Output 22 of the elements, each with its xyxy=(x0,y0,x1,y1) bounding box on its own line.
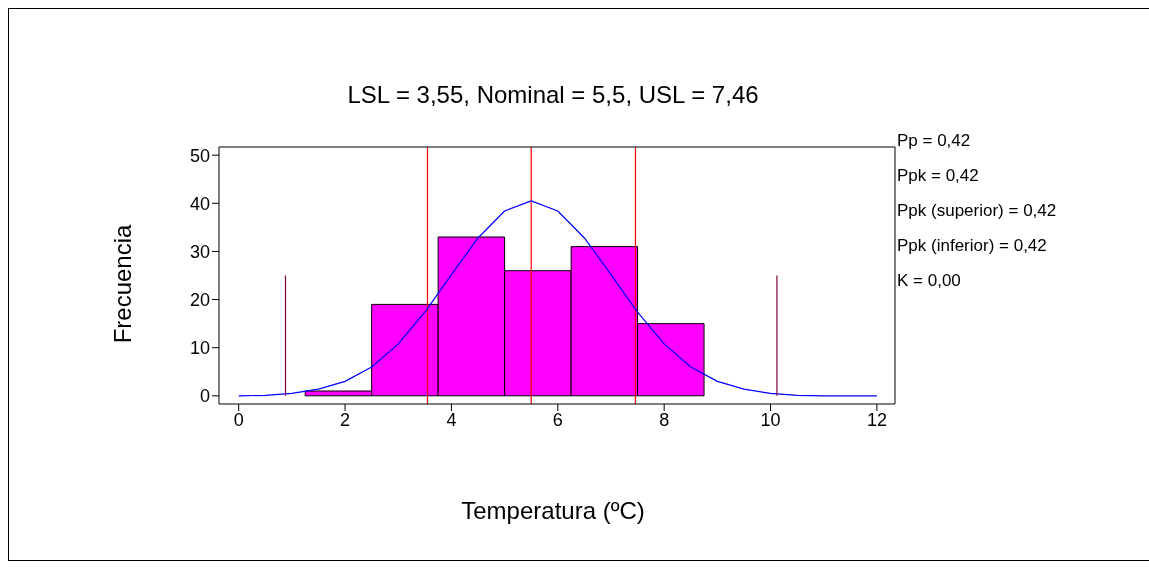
x-tick-label: 10 xyxy=(760,409,781,430)
line-series xyxy=(238,200,878,397)
y-axis-title: Frecuencia xyxy=(109,224,137,344)
text: Pp = 0,42 xyxy=(897,131,971,151)
text: Ppk (superior) = 0,42 xyxy=(897,201,1057,221)
text: K = 0,00 xyxy=(897,271,961,291)
x-tick-label: 4 xyxy=(446,409,457,430)
y-tick-label: 0 xyxy=(199,386,210,407)
chart-title: LSL = 3,55, Nominal = 5,5, USL = 7,46 xyxy=(346,81,760,109)
y-tick-label: 30 xyxy=(189,241,210,262)
x-tick-label: 8 xyxy=(659,409,670,430)
y-tick-label: 40 xyxy=(189,193,210,214)
x-tick-label: 2 xyxy=(340,409,351,430)
text: Ppk (inferior) = 0,42 xyxy=(897,236,1047,256)
x-tick-label: 6 xyxy=(552,409,563,430)
text: Ppk = 0,42 xyxy=(897,166,979,186)
x-axis-title: Temperatura (ºC) xyxy=(460,497,646,525)
y-tick-label: 20 xyxy=(189,289,210,310)
y-tick-label: 10 xyxy=(189,338,210,359)
x-tick-label: 12 xyxy=(866,409,887,430)
y-tick-label: 50 xyxy=(189,145,210,166)
x-tick-label: 0 xyxy=(233,409,244,430)
